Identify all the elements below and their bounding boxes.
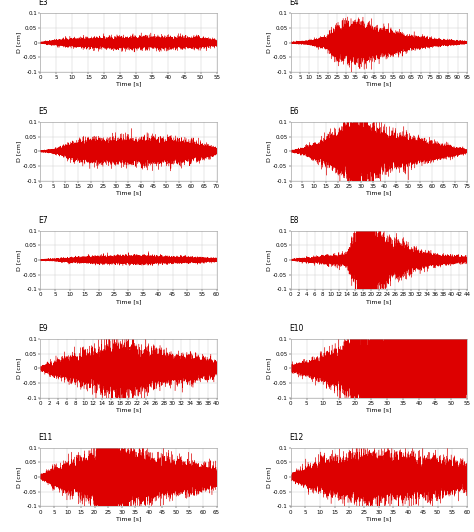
Text: E6: E6 bbox=[289, 107, 299, 116]
Text: E10: E10 bbox=[289, 325, 303, 333]
Y-axis label: D [cm]: D [cm] bbox=[267, 249, 272, 271]
Y-axis label: D [cm]: D [cm] bbox=[17, 358, 21, 379]
Y-axis label: D [cm]: D [cm] bbox=[267, 140, 272, 162]
X-axis label: Time [s]: Time [s] bbox=[366, 81, 392, 87]
X-axis label: Time [s]: Time [s] bbox=[116, 408, 141, 412]
Y-axis label: D [cm]: D [cm] bbox=[267, 467, 272, 488]
Y-axis label: D [cm]: D [cm] bbox=[17, 467, 21, 488]
Text: E9: E9 bbox=[38, 325, 48, 333]
X-axis label: Time [s]: Time [s] bbox=[116, 190, 141, 195]
Text: E12: E12 bbox=[289, 433, 303, 442]
X-axis label: Time [s]: Time [s] bbox=[116, 516, 141, 521]
Text: E8: E8 bbox=[289, 215, 298, 225]
Text: E4: E4 bbox=[289, 0, 299, 7]
Y-axis label: D [cm]: D [cm] bbox=[267, 358, 272, 379]
Y-axis label: D [cm]: D [cm] bbox=[17, 249, 21, 271]
Text: E3: E3 bbox=[38, 0, 48, 7]
Text: E5: E5 bbox=[38, 107, 48, 116]
Y-axis label: D [cm]: D [cm] bbox=[17, 140, 21, 162]
X-axis label: Time [s]: Time [s] bbox=[116, 299, 141, 304]
X-axis label: Time [s]: Time [s] bbox=[366, 408, 392, 412]
Text: E11: E11 bbox=[38, 433, 53, 442]
X-axis label: Time [s]: Time [s] bbox=[366, 190, 392, 195]
Y-axis label: D [cm]: D [cm] bbox=[17, 32, 21, 53]
Text: E7: E7 bbox=[38, 215, 48, 225]
Y-axis label: D [cm]: D [cm] bbox=[267, 32, 272, 53]
X-axis label: Time [s]: Time [s] bbox=[366, 299, 392, 304]
X-axis label: Time [s]: Time [s] bbox=[116, 81, 141, 87]
X-axis label: Time [s]: Time [s] bbox=[366, 516, 392, 521]
